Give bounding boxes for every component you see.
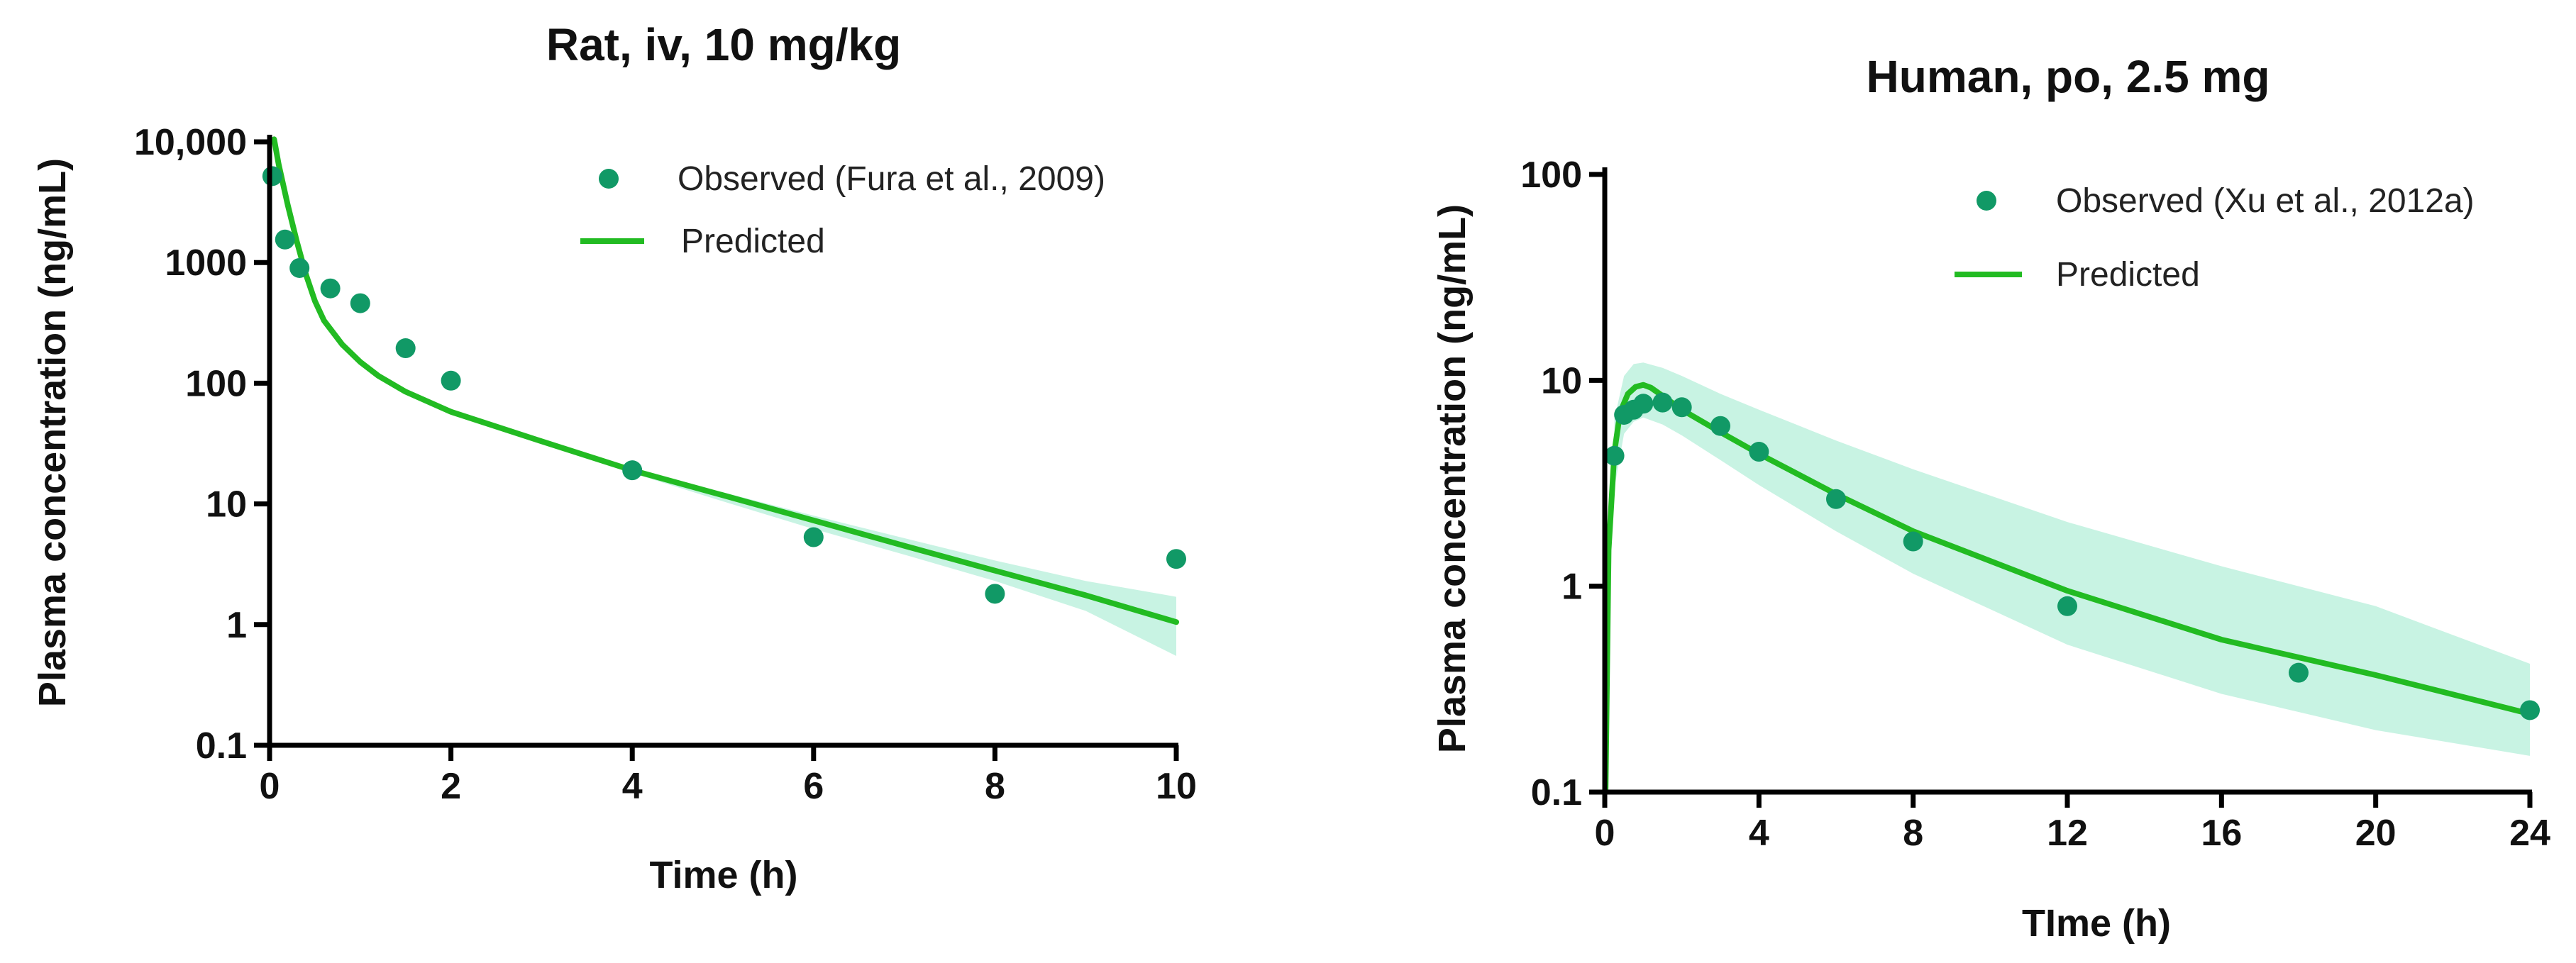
rat-prediction-band	[632, 469, 1176, 656]
rat-y-tick-label: 10	[206, 484, 247, 525]
rat-observed-point	[803, 527, 824, 547]
rat-observed-point	[350, 293, 370, 313]
human-plot-area	[1603, 362, 2540, 795]
human-observed-point	[2057, 596, 2077, 616]
rat-legend-predicted-label: Predicted	[681, 223, 825, 260]
rat-observed-point	[395, 338, 416, 359]
human-x-tick-label: 0	[1595, 813, 1615, 854]
human-observed-point	[1826, 489, 1846, 509]
rat-axes	[267, 135, 1178, 748]
rat-y-tick-label: 1	[226, 605, 247, 646]
rat-observed-point	[289, 257, 310, 278]
rat-observed-point	[1166, 549, 1186, 569]
rat-plot-area	[262, 136, 1186, 656]
human-chart-title: Human, po, 2.5 mg	[1867, 51, 2270, 102]
human-x-tick-label: 4	[1749, 813, 1769, 854]
rat-ticks: 0.1 1 10 100 1000 10,000 0 2 4 6 8 10	[134, 122, 1197, 807]
human-y-tick-label: 100	[1520, 155, 1582, 196]
human-legend-observed-label: Observed (Xu et al., 2012a)	[2056, 182, 2475, 220]
rat-observed-point	[441, 370, 461, 391]
rat-y-tick-label: 0.1	[196, 725, 247, 767]
rat-y-tick-label: 100	[185, 363, 247, 404]
rat-legend-observed-label: Observed (Fura et al., 2009)	[678, 160, 1105, 198]
human-observed-point	[1604, 445, 1625, 466]
rat-y-tick-label: 1000	[165, 243, 247, 284]
human-observed-point	[2289, 662, 2309, 683]
rat-x-tick-label: 2	[441, 766, 461, 807]
human-y-tick-label: 0.1	[1531, 772, 1582, 813]
human-ticks: 0.1 1 10 100 0 4 8 12 16 20 24	[1520, 155, 2550, 854]
human-x-tick-label: 20	[2355, 813, 2397, 854]
human-y-tick-label: 1	[1561, 567, 1582, 608]
human-x-tick-label: 8	[1903, 813, 1923, 854]
rat-x-tick-label: 4	[622, 766, 643, 807]
rat-observed-point	[622, 460, 643, 481]
rat-y-tick-label: 10,000	[134, 122, 247, 163]
rat-x-axis-label: Time (h)	[649, 854, 797, 896]
rat-observed-point	[320, 278, 341, 299]
human-x-axis-label: TIme (h)	[2022, 902, 2171, 945]
rat-observed-point	[275, 229, 295, 250]
human-observed-point	[1903, 531, 1923, 552]
human-legend: Observed (Xu et al., 2012a) Predicted	[1955, 182, 2475, 294]
human-x-tick-label: 16	[2201, 813, 2242, 854]
human-observed-point	[1710, 416, 1730, 436]
human-observed-point	[1671, 397, 1692, 418]
human-legend-predicted-label: Predicted	[2056, 256, 2200, 294]
human-legend-observed-marker	[1977, 191, 1996, 211]
human-x-tick-label: 12	[2047, 813, 2088, 854]
rat-x-tick-label: 6	[803, 766, 824, 807]
human-y-axis-label: Plasma concentration (ng/mL)	[1431, 204, 1474, 753]
rat-observed-point	[985, 584, 1005, 604]
rat-x-tick-label: 10	[1156, 766, 1197, 807]
rat-legend-observed-marker	[599, 169, 619, 189]
rat-observed-point	[262, 166, 282, 187]
rat-legend: Observed (Fura et al., 2009) Predicted	[580, 160, 1105, 260]
rat-predicted-line	[271, 136, 1179, 625]
human-observed-point	[2520, 700, 2540, 720]
human-prediction-band	[1614, 362, 2530, 756]
human-x-tick-label: 24	[2509, 813, 2550, 854]
human-observed-point	[1633, 394, 1654, 414]
rat-x-tick-label: 8	[985, 766, 1005, 807]
human-y-tick-label: 10	[1541, 360, 1582, 401]
human-observed-point	[1652, 392, 1673, 413]
rat-chart: Rat, iv, 10 mg/kg Plasma concentration (…	[31, 19, 1197, 896]
human-observed-point	[1749, 442, 1769, 462]
rat-x-tick-label: 0	[260, 766, 280, 807]
human-chart: Human, po, 2.5 mg Plasma concentration (…	[1431, 51, 2550, 945]
rat-chart-title: Rat, iv, 10 mg/kg	[546, 19, 901, 70]
rat-y-axis-label: Plasma concentration (ng/mL)	[31, 158, 74, 707]
